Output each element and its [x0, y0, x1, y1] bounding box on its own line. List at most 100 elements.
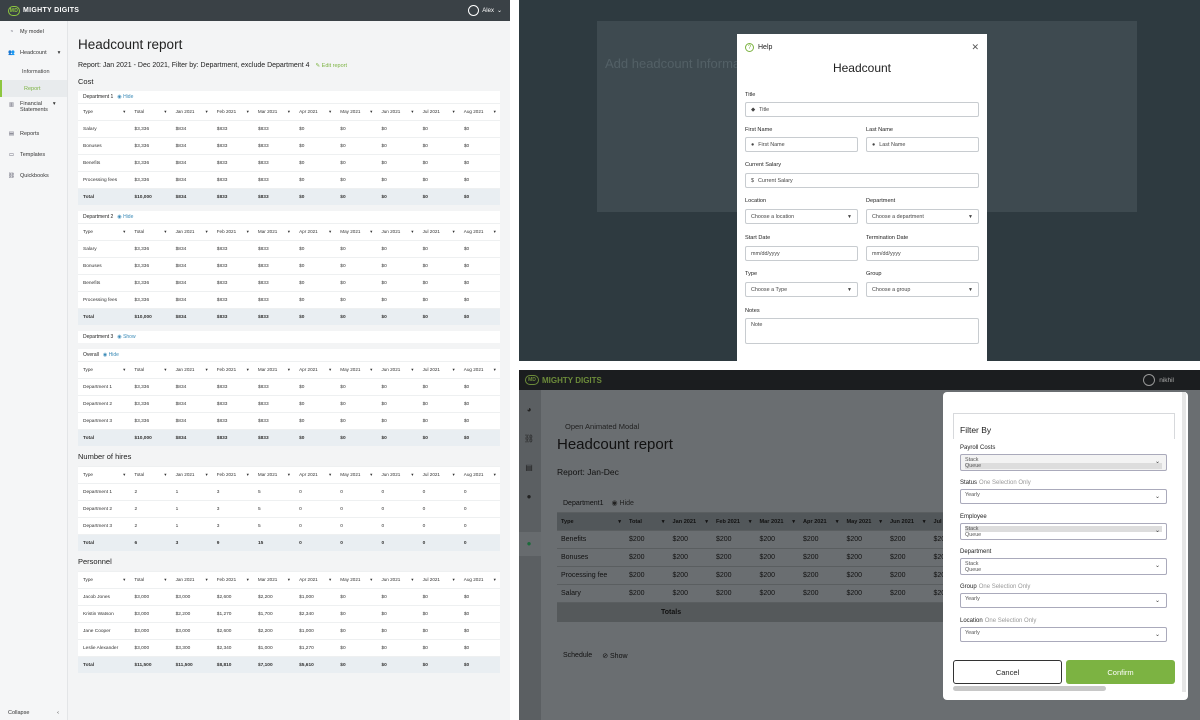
column-header[interactable]: Jul 2021 ▾ — [418, 367, 459, 373]
column-header[interactable]: Jul 2021 ▾ — [418, 472, 459, 478]
title-input[interactable]: ◆ Title — [745, 102, 979, 117]
column-header[interactable]: Type ▾ — [78, 367, 129, 373]
sidebar-sub-information[interactable]: Information — [0, 63, 67, 80]
column-header[interactable]: May 2021 ▾ — [335, 472, 376, 478]
salary-input[interactable]: $ Current Salary — [745, 173, 979, 188]
payroll-select[interactable]: Stack Queue ⌄ — [960, 454, 1167, 471]
column-header[interactable]: Jan 2021 ▾ — [171, 577, 212, 583]
hide-toggle[interactable]: ◉ Hide — [117, 214, 133, 220]
column-header[interactable]: Jan 2021 ▾ — [171, 367, 212, 373]
show-toggle[interactable]: ⊘ Show — [602, 653, 628, 660]
column-header[interactable]: Type ▾ — [78, 229, 129, 235]
sidebar-item-templates[interactable]: ▭ Templates — [0, 144, 67, 165]
column-header[interactable]: Jan 2021 ▾ — [171, 109, 212, 115]
department-select[interactable]: Stack Queue ⌄ — [960, 558, 1167, 575]
termination-date-input[interactable]: mm/dd/yyyy — [866, 246, 979, 261]
logo[interactable]: MD MIGHTY DIGITS — [8, 5, 79, 16]
scrollbar[interactable] — [1182, 392, 1186, 692]
column-header[interactable]: May 2021 ▾ — [335, 109, 376, 115]
column-header[interactable]: Aug 2021 ▾ — [459, 472, 500, 478]
sidebar-item-my-model[interactable]: ◔ My model — [0, 21, 67, 42]
column-header[interactable]: Jun 2021 ▾ — [376, 472, 417, 478]
location-select[interactable]: Yearly ⌄ — [960, 627, 1167, 642]
column-header[interactable]: Total ▾ — [129, 109, 170, 115]
column-header[interactable]: Aug 2021 ▾ — [459, 109, 500, 115]
column-header[interactable]: Apr 2021 ▾ — [799, 519, 843, 525]
open-animated-modal-button[interactable]: Open Animated Modal — [565, 422, 640, 431]
column-header[interactable]: Total ▾ — [129, 472, 170, 478]
column-header[interactable]: Aug 2021 ▾ — [459, 577, 500, 583]
sidebar-item-financial[interactable]: ▥ Financial Statements ▾ — [0, 97, 67, 123]
logo[interactable]: MD MIGHTY DIGITS — [525, 375, 602, 385]
column-header[interactable]: May 2021 ▾ — [335, 367, 376, 373]
column-header[interactable]: May 2021 ▾ — [335, 229, 376, 235]
column-header[interactable]: May 2021 ▾ — [843, 519, 887, 525]
column-header[interactable]: May 2021 ▾ — [335, 577, 376, 583]
last-name-input[interactable]: ● Last Name — [866, 137, 979, 152]
horizontal-scrollbar[interactable] — [953, 686, 1106, 691]
sidebar-item-quickbooks[interactable]: ⛓ Quickbooks — [0, 165, 67, 186]
column-header[interactable]: Jun 2021 ▾ — [376, 229, 417, 235]
person-icon[interactable]: ● — [526, 491, 532, 501]
edit-report-link[interactable]: ✎ Edit report — [315, 62, 348, 69]
column-header[interactable]: Total ▾ — [129, 367, 170, 373]
column-header[interactable]: Jul 2021 ▾ — [418, 577, 459, 583]
column-header[interactable]: Jul 2021 ▾ — [418, 109, 459, 115]
column-header[interactable]: Feb 2021 ▾ — [212, 577, 253, 583]
column-header[interactable]: Mar 2021 ▾ — [253, 109, 294, 115]
column-header[interactable]: Feb 2021 ▾ — [212, 229, 253, 235]
column-header[interactable]: Type ▾ — [557, 519, 625, 525]
start-date-input[interactable]: mm/dd/yyyy — [745, 246, 858, 261]
column-header[interactable]: Jan 2021 ▾ — [171, 472, 212, 478]
column-header[interactable]: Aug 2021 ▾ — [459, 229, 500, 235]
column-header[interactable]: Type ▾ — [78, 472, 129, 478]
user-menu[interactable]: Alex ⌄ — [468, 5, 502, 16]
column-header[interactable]: Apr 2021 ▾ — [294, 367, 335, 373]
hide-toggle[interactable]: ◉ Hide — [103, 352, 119, 358]
column-header[interactable]: Jan 2021 ▾ — [171, 229, 212, 235]
column-header[interactable]: Jun 2021 ▾ — [376, 367, 417, 373]
group-select[interactable]: Choose a group ▼ — [866, 282, 979, 297]
column-header[interactable]: Total ▾ — [129, 229, 170, 235]
column-header[interactable]: Apr 2021 ▾ — [294, 577, 335, 583]
cancel-button[interactable]: Cancel — [953, 660, 1062, 684]
column-header[interactable]: Mar 2021 ▾ — [253, 577, 294, 583]
employee-select[interactable]: Stack Queue ⌄ — [960, 523, 1167, 540]
status-select[interactable]: Yearly ⌄ — [960, 489, 1167, 504]
column-header[interactable]: Aug 2021 ▾ — [459, 367, 500, 373]
confirm-button[interactable]: Confirm — [1066, 660, 1175, 684]
column-header[interactable]: Total ▾ — [625, 519, 669, 525]
column-header[interactable]: Mar 2021 ▾ — [253, 229, 294, 235]
column-header[interactable]: Apr 2021 ▾ — [294, 472, 335, 478]
column-header[interactable]: Mar 2021 ▾ — [253, 472, 294, 478]
column-header[interactable]: Jan 2021 ▾ — [669, 519, 713, 525]
notes-textarea[interactable]: Note — [745, 318, 979, 344]
column-header[interactable]: Apr 2021 ▾ — [294, 109, 335, 115]
department-select[interactable]: Choose a department ▼ — [866, 209, 979, 224]
column-header[interactable]: Type ▾ — [78, 109, 129, 115]
show-toggle[interactable]: ◉ Show — [117, 334, 135, 340]
sidebar-sub-report[interactable]: Report — [0, 80, 67, 97]
pie-chart-icon[interactable]: ◕ — [526, 404, 532, 414]
group-select[interactable]: Yearly ⌄ — [960, 593, 1167, 608]
first-name-input[interactable]: ● First Name — [745, 137, 858, 152]
column-header[interactable]: Jun 2021 ▾ — [376, 577, 417, 583]
column-header[interactable]: Jun 2021 ▾ — [376, 109, 417, 115]
column-header[interactable]: Mar 2021 ▾ — [756, 519, 800, 525]
hide-toggle[interactable]: ◉ Hide — [117, 94, 133, 100]
column-header[interactable]: Feb 2021 ▾ — [212, 472, 253, 478]
sidebar-item-reports[interactable]: ▤ Reports — [0, 123, 67, 144]
type-select[interactable]: Choose a Type ▼ — [745, 282, 858, 297]
hide-toggle[interactable]: ◉ Hide — [611, 500, 634, 507]
column-header[interactable]: Mar 2021 ▾ — [253, 367, 294, 373]
column-header[interactable]: Feb 2021 ▾ — [212, 109, 253, 115]
user-menu[interactable]: nikhil — [1143, 374, 1174, 386]
column-header[interactable]: Jun 2021 ▾ — [886, 519, 930, 525]
sidebar-item-headcount[interactable]: 👥 Headcount ▾ — [0, 42, 67, 63]
collapse-button[interactable]: Collapse ‹ — [8, 710, 59, 716]
close-icon[interactable]: ✕ — [971, 42, 979, 52]
column-header[interactable]: Jul 2021 ▾ — [418, 229, 459, 235]
location-select[interactable]: Choose a location ▼ — [745, 209, 858, 224]
column-header[interactable]: Feb 2021 ▾ — [712, 519, 756, 525]
document-icon[interactable]: ▤ — [525, 462, 533, 472]
